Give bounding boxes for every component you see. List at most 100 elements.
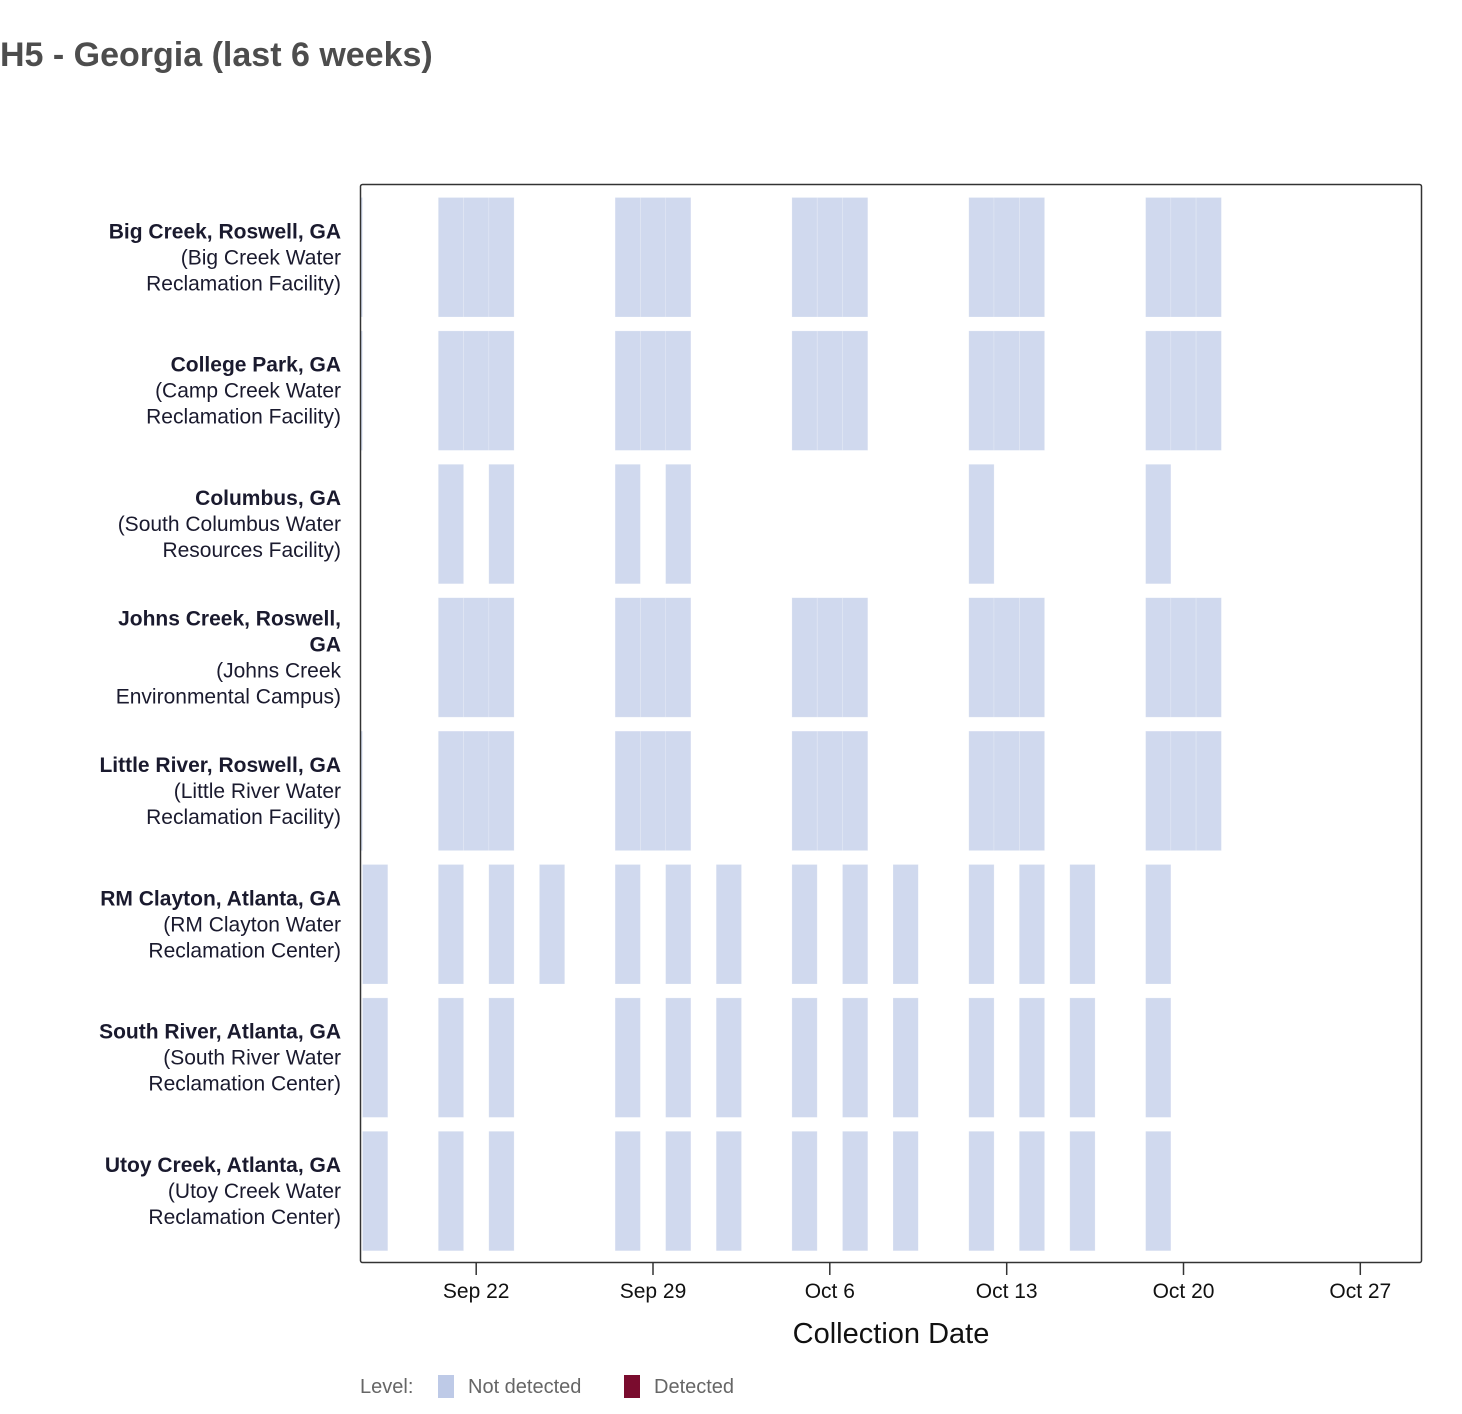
site-labels-layer: Big Creek, Roswell, GA (Big Creek Water Re… (99, 220, 341, 1229)
site-facility-line: Reclamation Facility) (146, 406, 341, 429)
sample-cell (437, 330, 464, 451)
sample-cell (362, 864, 389, 985)
sample-cell (1069, 864, 1096, 985)
sample-cell (488, 1131, 515, 1252)
x-tick-label: Oct 27 (1329, 1280, 1391, 1303)
x-tick-label: Oct 13 (976, 1280, 1038, 1303)
sample-cell (488, 463, 515, 585)
sample-cell (968, 597, 995, 718)
site-facility-line: (Big Creek Water (181, 246, 341, 269)
site-facility-line: Reclamation Center) (148, 1206, 341, 1229)
sample-cell (892, 864, 919, 985)
sample-cell (715, 997, 742, 1118)
sample-cell (968, 330, 995, 451)
sample-cell (816, 330, 843, 451)
site-facility-line: Resources Facility) (162, 539, 341, 562)
sample-cell (1170, 730, 1197, 851)
sample-cell (968, 864, 995, 985)
sample-cell (715, 864, 742, 985)
legend-item-label: Detected (654, 1376, 734, 1398)
sample-cell (791, 864, 818, 985)
sample-cell (665, 1131, 692, 1252)
site-name-line: Utoy Creek, Atlanta, GA (105, 1154, 341, 1177)
sample-cell (993, 330, 1020, 451)
site-name-line: South River, Atlanta, GA (99, 1021, 341, 1044)
sample-cell (1069, 1131, 1096, 1252)
sample-cell (665, 864, 692, 985)
sample-cell (1018, 597, 1045, 718)
sample-cell (614, 997, 641, 1118)
sample-cell (816, 197, 843, 318)
site-facility-line: Reclamation Center) (148, 1073, 341, 1096)
sample-cell (488, 197, 515, 318)
sample-cell (614, 330, 641, 451)
sample-cell (1170, 197, 1197, 318)
site-facility-line: (Utoy Creek Water (168, 1180, 341, 1203)
sample-cell (1018, 997, 1045, 1118)
x-tick-label: Oct 6 (805, 1280, 855, 1303)
sample-cell (614, 463, 641, 585)
sample-cell (640, 330, 667, 451)
site-label: Big Creek, Roswell, GA (Big Creek Water Re… (109, 220, 341, 295)
sample-cell (614, 730, 641, 851)
sample-cell (993, 197, 1020, 318)
site-facility-line: Environmental Campus) (116, 686, 341, 709)
sample-cell (539, 864, 566, 985)
sample-cell (488, 730, 515, 851)
sample-cell (665, 997, 692, 1118)
sample-cell (1195, 597, 1222, 718)
sample-cell (665, 597, 692, 718)
sample-cell (1018, 1131, 1045, 1252)
site-label: Columbus, GA (South Columbus Water Resourc… (118, 487, 341, 562)
sample-cell (968, 730, 995, 851)
sample-cell (968, 1131, 995, 1252)
sample-cell (1195, 730, 1222, 851)
sample-cell (1145, 197, 1172, 318)
sample-cell (463, 730, 490, 851)
sample-cell (816, 597, 843, 718)
sample-cell (488, 597, 515, 718)
sample-cell (463, 597, 490, 718)
site-facility-line: (South Columbus Water (118, 513, 341, 536)
site-facility-line: (RM Clayton Water (163, 913, 341, 936)
site-facility-line: (Johns Creek (216, 660, 341, 683)
sample-cell (1069, 997, 1096, 1118)
sample-cell (1145, 997, 1172, 1118)
site-facility-line: (South River Water (163, 1047, 341, 1070)
sample-cell (1170, 597, 1197, 718)
site-name-line: RM Clayton, Atlanta, GA (100, 887, 341, 910)
sample-cell (842, 997, 869, 1118)
site-label: Johns Creek, Roswell, GA (Johns Creek Envir… (116, 608, 342, 709)
site-label: College Park, GA (Camp Creek Water Reclama… (146, 354, 341, 429)
site-label: Utoy Creek, Atlanta, GA (Utoy Creek Water… (105, 1154, 341, 1229)
sample-cell (437, 597, 464, 718)
sample-cell (488, 330, 515, 451)
legend-swatch (438, 1375, 454, 1398)
site-facility-line: (Little River Water (174, 780, 341, 803)
sample-cell (1145, 730, 1172, 851)
sample-cell (488, 864, 515, 985)
sample-cell (463, 197, 490, 318)
x-axis: Sep 22 Sep 29 Oct 6 Oct 13 Oct 20 Oct 27 (443, 1263, 1391, 1303)
sample-cell (614, 1131, 641, 1252)
site-name-line: GA (310, 634, 342, 657)
site-label: Little River, Roswell, GA (Little River W… (99, 754, 341, 829)
sample-cell (715, 1131, 742, 1252)
sample-cell (791, 197, 818, 318)
site-name-line: Big Creek, Roswell, GA (109, 220, 341, 243)
sample-cell (437, 864, 464, 985)
legend-item-label: Not detected (468, 1376, 581, 1398)
sample-cell (665, 197, 692, 318)
sample-cell (437, 997, 464, 1118)
sample-cell (1018, 864, 1045, 985)
sample-cell (791, 1131, 818, 1252)
site-name-line: Johns Creek, Roswell, (118, 608, 341, 631)
sample-cell (1018, 730, 1045, 851)
site-name-line: Little River, Roswell, GA (99, 754, 341, 777)
sample-cell (842, 197, 869, 318)
sample-cell (665, 463, 692, 585)
sample-cell (968, 463, 995, 585)
sample-cell (1195, 330, 1222, 451)
sample-cell (437, 730, 464, 851)
